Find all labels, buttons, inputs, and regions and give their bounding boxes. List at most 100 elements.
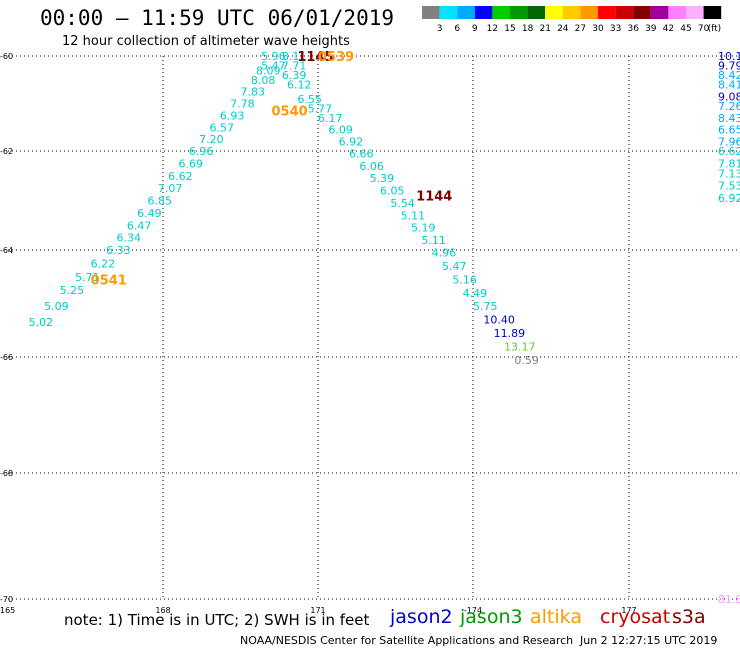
chart-subtitle: 12 hour collection of altimeter wave hei…	[62, 34, 350, 49]
legend-altika: altika	[530, 606, 582, 628]
data-label: 8.41	[718, 79, 740, 92]
time-label: 0540	[272, 105, 308, 120]
colorbar-swatch	[492, 6, 510, 19]
colorbar-label: 9	[472, 24, 478, 34]
data-label: 6.12	[287, 79, 312, 92]
chart-title: 00:00 – 11:59 UTC 06/01/2019	[40, 6, 395, 30]
colorbar-swatch	[422, 6, 440, 19]
data-label: 13.17	[504, 340, 536, 353]
data-label: 6.62	[718, 145, 740, 158]
data-label: 8.08	[251, 74, 275, 87]
data-label: 6.39	[282, 69, 307, 82]
x-tick-label: 165	[0, 606, 15, 615]
axes: -60 -62 -64 -66 -68 -70 165 168 171 -174 177	[0, 52, 637, 615]
data-label: 5.02	[29, 316, 53, 329]
colorbar-swatch	[527, 6, 546, 19]
time-label: 1144	[416, 190, 452, 205]
colorbar-swatch	[668, 6, 686, 19]
y-tick-label: -64	[0, 246, 13, 255]
data-label: 7.53	[718, 180, 740, 193]
colorbar-label: 30	[592, 24, 604, 34]
data-label: 6.57	[210, 121, 235, 134]
colorbar-swatch	[615, 6, 634, 19]
data-label: 7.13	[718, 167, 740, 180]
y-tick-label: -70	[0, 595, 13, 604]
data-label: 8.43	[718, 112, 740, 125]
colorbar-swatch	[545, 6, 563, 19]
colorbar-label: 24	[557, 24, 569, 34]
data-label: 6.66	[349, 147, 374, 160]
data-label: 0.59	[514, 354, 539, 367]
data-label: 7.83	[241, 86, 266, 99]
data-label: 6.55	[297, 93, 322, 106]
data-label: 6.22	[91, 257, 116, 270]
colorbar-swatch	[562, 6, 581, 19]
data-label: 7.81	[718, 157, 740, 170]
x-tick-label: 171	[310, 606, 325, 615]
data-label: 5.19	[411, 222, 436, 235]
colorbar-swatch	[686, 6, 704, 19]
data-label: 5.77	[308, 102, 333, 115]
data-label: 6.85	[148, 195, 173, 208]
data-label: 6.93	[220, 109, 245, 122]
data-label: 7.26	[718, 100, 740, 113]
data-label: 7.96	[718, 136, 740, 149]
data-label: 5.75	[473, 300, 498, 313]
data-label: 81.8	[718, 593, 740, 606]
y-tick-label: -68	[0, 469, 13, 478]
data-label: 6.05	[380, 185, 405, 198]
data-label: 5.71	[75, 271, 100, 284]
data-label: 6.09	[328, 124, 353, 137]
colorbar-swatch	[474, 6, 493, 19]
legend-jason3: jason3	[460, 606, 523, 628]
colorbar-swatch	[703, 6, 722, 19]
colorbar-swatch	[510, 6, 528, 19]
colorbar-label: (ft)	[708, 24, 722, 34]
colorbar-label: 6	[454, 24, 460, 34]
data-label: 6.92	[339, 136, 364, 149]
legend-cryosat: cryosat	[600, 606, 671, 628]
data-label: 7.78	[230, 98, 255, 111]
data-label: 8.09	[256, 64, 281, 77]
data-label: 5.11	[401, 209, 426, 222]
x-tick-label: 168	[155, 606, 170, 615]
data-label: 10.11	[718, 50, 740, 63]
data-label: 6.69	[179, 157, 204, 170]
data-label: 11.89	[494, 327, 525, 340]
grid-lines	[8, 55, 740, 600]
colorbar-label: 70	[698, 24, 710, 34]
data-label: 4.96	[432, 247, 457, 260]
time-label: 1145	[297, 50, 333, 65]
colorbar-label: 45	[680, 24, 691, 34]
data-label: 6.06	[359, 160, 384, 173]
footer-timestamp: Jun 2 12:27:15 UTC 2019	[580, 634, 718, 647]
colorbar-swatch	[633, 6, 651, 19]
data-label: 5.39	[370, 172, 395, 185]
colorbar-label: 21	[539, 24, 550, 34]
data-label: 6.33	[106, 244, 130, 257]
data-marks: 5.02 5.09 5.255.716.226.336.346.476.496.85…	[29, 50, 740, 606]
data-label: 9.79	[718, 60, 740, 73]
data-label: 6.34	[117, 232, 142, 245]
data-label: 8.42	[718, 69, 740, 82]
colorbar: 3 6 9 12 15 18 21 24 27 30 33 36 39 42 45 70(ft)	[422, 6, 722, 34]
data-label: 6.49	[137, 207, 162, 220]
y-tick-label: -60	[0, 52, 13, 61]
data-label: 6.17	[318, 112, 343, 125]
data-label: 5.96	[261, 50, 286, 63]
x-tick-label: 177	[621, 606, 636, 615]
data-label: 6.47	[127, 219, 152, 232]
colorbar-label: 33	[610, 24, 621, 34]
colorbar-label: 42	[663, 24, 674, 34]
colorbar-swatch	[580, 6, 598, 19]
data-label: 6.92	[718, 192, 740, 205]
data-label: 5.11	[421, 234, 446, 247]
colorbar-label: 27	[575, 24, 586, 34]
colorbar-label: 3	[437, 24, 443, 34]
data-label: 6.65	[718, 124, 740, 137]
data-label: 9.08	[718, 90, 740, 103]
x-tick-label: -174	[464, 606, 482, 615]
legend-jason2: jason2	[390, 606, 453, 628]
footer-note: note: 1) Time is in UTC; 2) SWH is in fe…	[64, 611, 370, 629]
